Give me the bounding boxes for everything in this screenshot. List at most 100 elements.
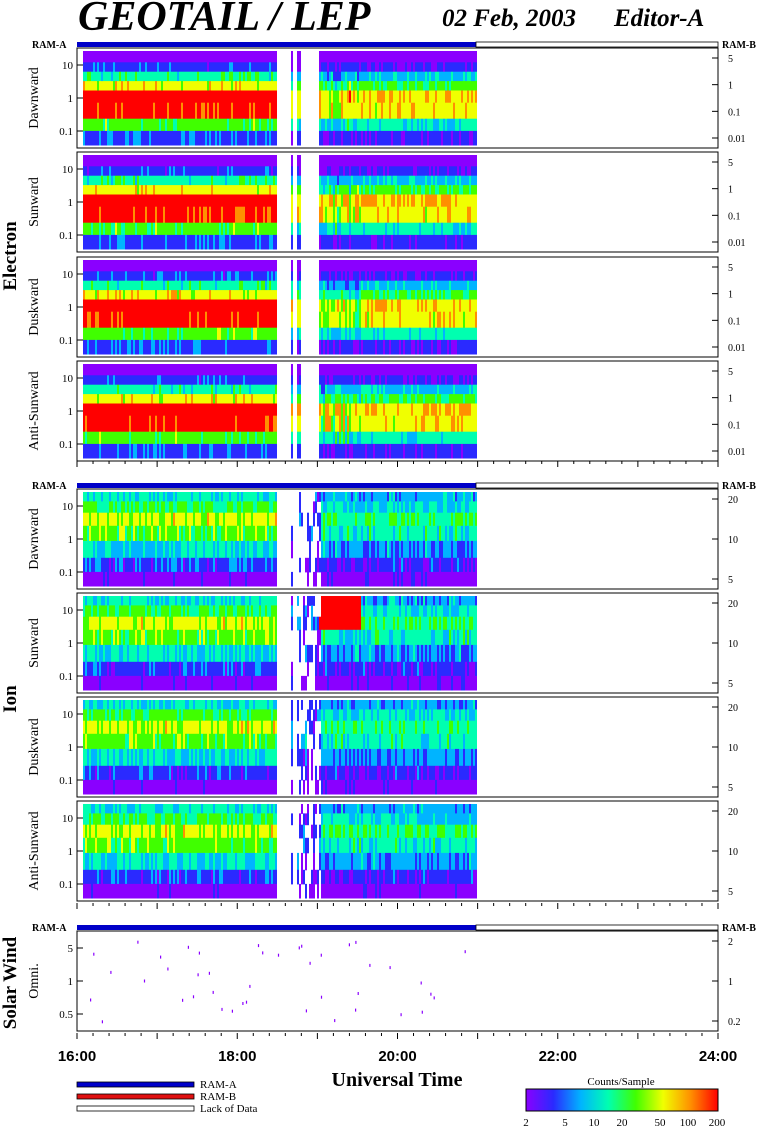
spectrogram-column — [91, 492, 93, 587]
spectrogram-column — [435, 155, 437, 250]
spectrogram-column — [101, 260, 103, 355]
spectrogram-column — [245, 260, 247, 355]
spectrogram-column — [443, 596, 445, 691]
spectrogram-column — [353, 596, 355, 691]
spectrogram-column — [439, 51, 441, 146]
spectrogram-column — [127, 492, 129, 587]
ram-b-label: RAM-B — [722, 923, 756, 934]
spectrogram-column — [401, 804, 403, 899]
spectrogram-column — [371, 155, 373, 250]
spectrogram-column — [391, 700, 393, 795]
spectrogram-column — [169, 596, 171, 691]
spectrogram-column — [151, 596, 153, 691]
spectrogram-column — [389, 492, 391, 587]
spectrogram-column — [421, 260, 423, 355]
spectrogram-column — [215, 492, 217, 587]
spectrogram-column — [227, 51, 229, 146]
ram-a-bar — [77, 483, 476, 488]
spectrogram-column — [213, 155, 215, 250]
spectrogram-column — [233, 260, 235, 355]
spectrogram-column — [171, 492, 173, 587]
spectrogram-column — [371, 804, 373, 899]
spectrogram-column — [129, 804, 131, 899]
legend-label: RAM-A — [200, 1079, 237, 1091]
spectrogram-column — [405, 51, 407, 146]
spectrogram-column — [441, 260, 443, 355]
spectrogram-column — [473, 155, 475, 250]
spectrogram-column — [159, 700, 161, 795]
spectrogram-column — [109, 596, 111, 691]
spectrogram-column — [85, 51, 87, 146]
spectrogram-column — [429, 364, 431, 459]
spectrogram-column — [161, 700, 163, 795]
left-tick-label: 10 — [62, 709, 74, 721]
spectrogram-column — [291, 364, 293, 459]
spectrogram-column — [231, 700, 233, 795]
spectrogram-column — [209, 700, 211, 795]
spectrogram-column — [361, 364, 363, 459]
spectrogram-column — [117, 364, 119, 459]
left-tick-label: 1 — [68, 638, 74, 650]
spectrogram-column — [429, 492, 431, 587]
spectrogram-column — [455, 260, 457, 355]
spectrogram-column — [333, 596, 335, 691]
right-tick-label: 1 — [728, 977, 733, 988]
spectrogram-column — [223, 51, 225, 146]
spectrogram-column — [461, 700, 463, 795]
spectrogram-column — [447, 364, 449, 459]
spectrogram-column — [91, 260, 93, 355]
spectrogram-column — [229, 260, 231, 355]
spectrogram-column — [217, 596, 219, 691]
left-tick-label: 1 — [68, 302, 74, 314]
spectrogram-column — [361, 804, 363, 899]
spectrogram-column — [415, 804, 417, 899]
spectrogram-column — [139, 700, 141, 795]
spectrogram-column — [449, 260, 451, 355]
spectrogram-column — [233, 492, 235, 587]
spectrogram-column — [97, 51, 99, 146]
spectrogram-column — [209, 155, 211, 250]
spectrogram-column — [395, 804, 397, 899]
spectrogram-column — [341, 492, 343, 587]
spectrogram-column — [303, 813, 305, 885]
spectrogram-column — [345, 155, 347, 250]
spectrogram-column — [393, 700, 395, 795]
spectrogram-column — [475, 260, 477, 355]
spectrogram-column — [261, 700, 263, 795]
right-tick-label: 5 — [728, 679, 733, 690]
spectrogram-column — [231, 596, 233, 691]
spectrogram-column — [381, 804, 383, 899]
spectrogram-column — [337, 804, 339, 899]
spectrogram-column — [337, 155, 339, 250]
spectrogram-column — [231, 364, 233, 459]
spectrogram-column — [129, 51, 131, 146]
panel-label: Anti-Sunward — [27, 371, 42, 450]
spectrogram-column — [241, 51, 243, 146]
spectrogram-column — [171, 596, 173, 691]
spectrogram-column — [99, 51, 101, 146]
spectrogram-column — [207, 700, 209, 795]
spectrogram-column — [151, 804, 153, 899]
spectrogram-column — [439, 364, 441, 459]
spectrogram-column — [299, 492, 301, 573]
spectrogram-column — [157, 492, 159, 587]
sparse-count-mark — [262, 951, 264, 955]
spectrogram-column — [231, 260, 233, 355]
spectrogram-column — [349, 51, 351, 146]
colorbar-tick-label: 100 — [680, 1117, 697, 1128]
x-tick-label: 24:00 — [699, 1048, 737, 1065]
spectrogram-column — [321, 260, 323, 355]
spectrogram-column — [249, 260, 251, 355]
spectrogram-column — [243, 51, 245, 146]
spectrogram-column — [157, 155, 159, 250]
spectrogram-column — [393, 51, 395, 146]
spectrogram-column — [301, 675, 303, 691]
spectrogram-column — [359, 51, 361, 146]
spectrogram-column — [381, 155, 383, 250]
spectrogram-column — [453, 364, 455, 459]
spectrogram-column — [377, 804, 379, 899]
spectrogram-column — [373, 804, 375, 899]
spectrogram-column — [119, 260, 121, 355]
